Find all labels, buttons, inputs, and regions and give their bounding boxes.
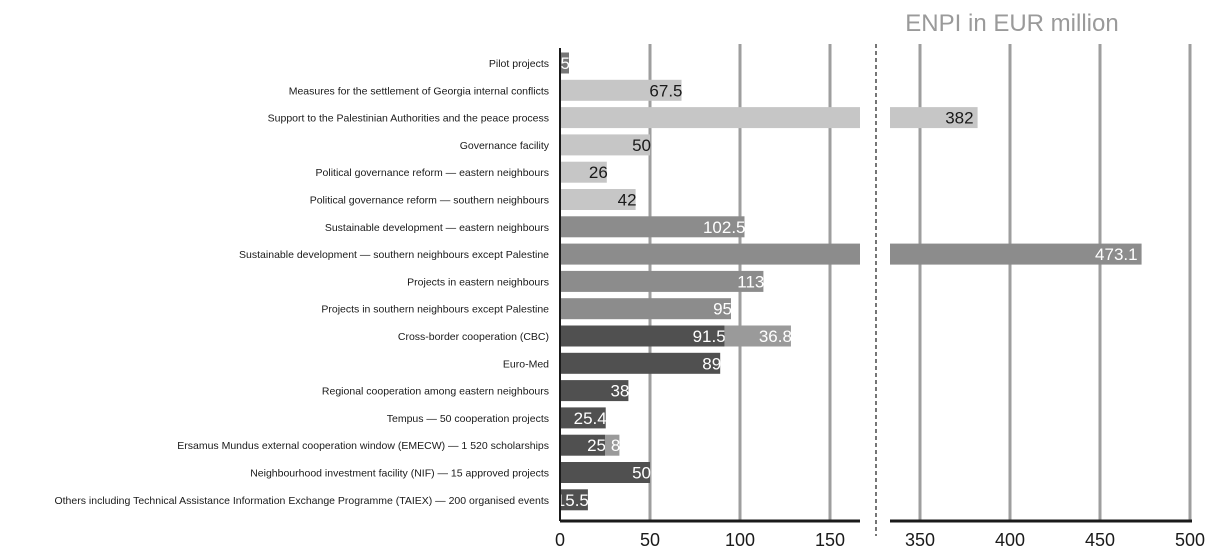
x-tick-label: 0 (555, 530, 565, 550)
bar (560, 134, 650, 156)
category-label: Political governance reform — eastern ne… (316, 167, 549, 179)
bar (560, 407, 606, 429)
axes: 0 50 100 150 350 400 450 500 (555, 44, 1205, 550)
category-label: Euro-Med (503, 358, 549, 370)
x-tick-label: 500 (1175, 530, 1205, 550)
category-labels: Pilot projects Measures for the settlemen… (54, 58, 549, 507)
bar (560, 434, 605, 456)
bar-value-label: 91.5 (693, 327, 726, 346)
bar (724, 325, 791, 347)
bar (560, 161, 607, 183)
bar-value-label: 5 (561, 54, 570, 73)
bar (560, 325, 725, 347)
category-label: Measures for the settlement of Georgia i… (289, 85, 549, 97)
bar (560, 489, 588, 511)
category-label: Others including Technical Assistance In… (54, 495, 549, 507)
bar-value-label: 15.5 (556, 491, 589, 510)
bars-group: 5 67.5 382 50 26 42 102.5 473.1 113 95 91.5 36.8 89 3… (556, 52, 1142, 511)
bar-value-label: 42 (618, 191, 637, 210)
category-label: Projects in southern neighbours except P… (321, 304, 549, 316)
category-label: Neighbourhood investment facility (NIF) … (250, 468, 549, 480)
bar-value-label: 50 (632, 136, 651, 155)
bar (890, 243, 1142, 265)
bar-value-label: 382 (945, 109, 973, 128)
x-tick-label: 450 (1085, 530, 1115, 550)
x-tick-label: 350 (905, 530, 935, 550)
bar-value-label: 36.8 (759, 327, 792, 346)
bar (560, 216, 745, 238)
bar (560, 189, 636, 210)
category-label: Pilot projects (489, 58, 549, 70)
bar-value-label: 38 (610, 382, 629, 401)
category-label: Sustainable development — southern neigh… (239, 249, 549, 261)
category-label: Support to the Palestinian Authorities a… (268, 113, 549, 125)
category-label: Sustainable development — eastern neighb… (325, 222, 549, 234)
bar (560, 79, 682, 101)
bar (560, 352, 721, 374)
bar-value-label: 8 (611, 436, 620, 455)
x-tick-label: 150 (815, 530, 845, 550)
bar-value-label: 25 (587, 436, 606, 455)
category-label: Regional cooperation among eastern neigh… (322, 386, 549, 398)
category-label: Political governance reform — southern n… (310, 195, 549, 207)
bar (560, 107, 860, 129)
bar (605, 434, 620, 456)
bar (890, 107, 978, 129)
bar-value-label: 67.5 (649, 81, 682, 100)
bar-value-label: 89 (702, 354, 721, 373)
category-label: Cross-border cooperation (CBC) (398, 331, 549, 343)
x-tick-label: 400 (995, 530, 1025, 550)
bar-value-label: 473.1 (1095, 245, 1138, 264)
bar (560, 243, 860, 265)
category-label: Tempus — 50 cooperation projects (387, 413, 549, 425)
bar-value-label: 113 (737, 272, 764, 291)
bar (560, 380, 629, 402)
bar-value-label: 25.4 (574, 409, 607, 428)
bar-value-label: 26 (589, 163, 608, 182)
bar (560, 462, 650, 483)
chart-title: ENPI in EUR million (905, 10, 1118, 37)
bar (560, 270, 764, 292)
bar-value-label: 102.5 (703, 218, 746, 237)
bar-value-label: 95 (713, 300, 732, 319)
x-tick-label: 100 (725, 530, 755, 550)
category-label: Projects in eastern neighbours (407, 276, 549, 288)
bar (560, 298, 731, 320)
category-label: Governance facility (460, 140, 550, 152)
bar-value-label: 50 (632, 464, 651, 483)
x-tick-label: 50 (640, 530, 660, 550)
bar (560, 52, 569, 74)
category-label: Ersamus Mundus external cooperation wind… (177, 440, 549, 452)
